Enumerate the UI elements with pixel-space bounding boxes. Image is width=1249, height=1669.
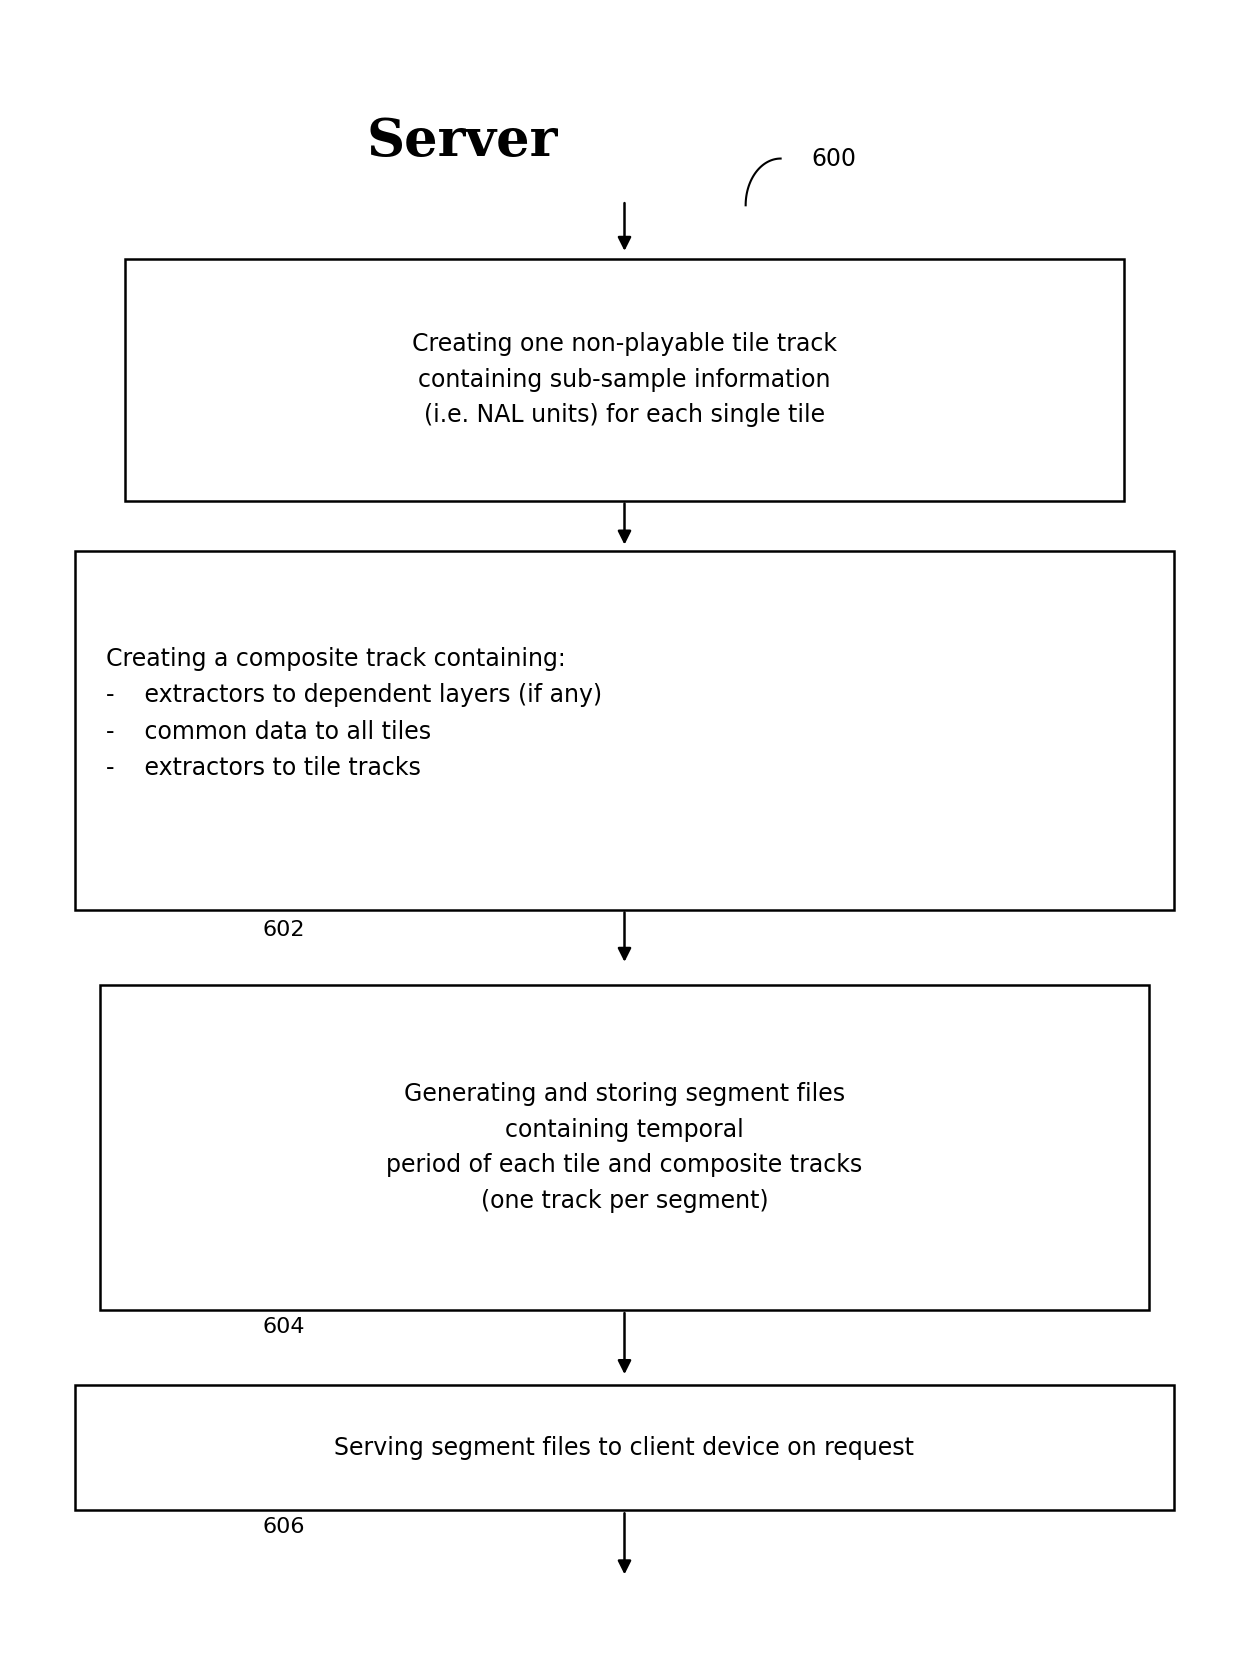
Text: Creating one non-playable tile track
containing sub-sample information
(i.e. NAL: Creating one non-playable tile track con… xyxy=(412,332,837,427)
Text: 604: 604 xyxy=(262,1317,305,1337)
Text: 600: 600 xyxy=(812,147,857,170)
Text: Generating and storing segment files
containing temporal
period of each tile and: Generating and storing segment files con… xyxy=(386,1082,863,1213)
Text: 602: 602 xyxy=(262,920,305,940)
Text: 606: 606 xyxy=(262,1517,305,1537)
FancyBboxPatch shape xyxy=(75,1385,1174,1510)
Text: Server: Server xyxy=(366,117,558,167)
FancyBboxPatch shape xyxy=(75,551,1174,910)
FancyBboxPatch shape xyxy=(100,985,1149,1310)
FancyBboxPatch shape xyxy=(125,259,1124,501)
Text: Serving segment files to client device on request: Serving segment files to client device o… xyxy=(335,1435,914,1460)
Text: Creating a composite track containing:
-    extractors to dependent layers (if a: Creating a composite track containing: -… xyxy=(106,648,602,779)
